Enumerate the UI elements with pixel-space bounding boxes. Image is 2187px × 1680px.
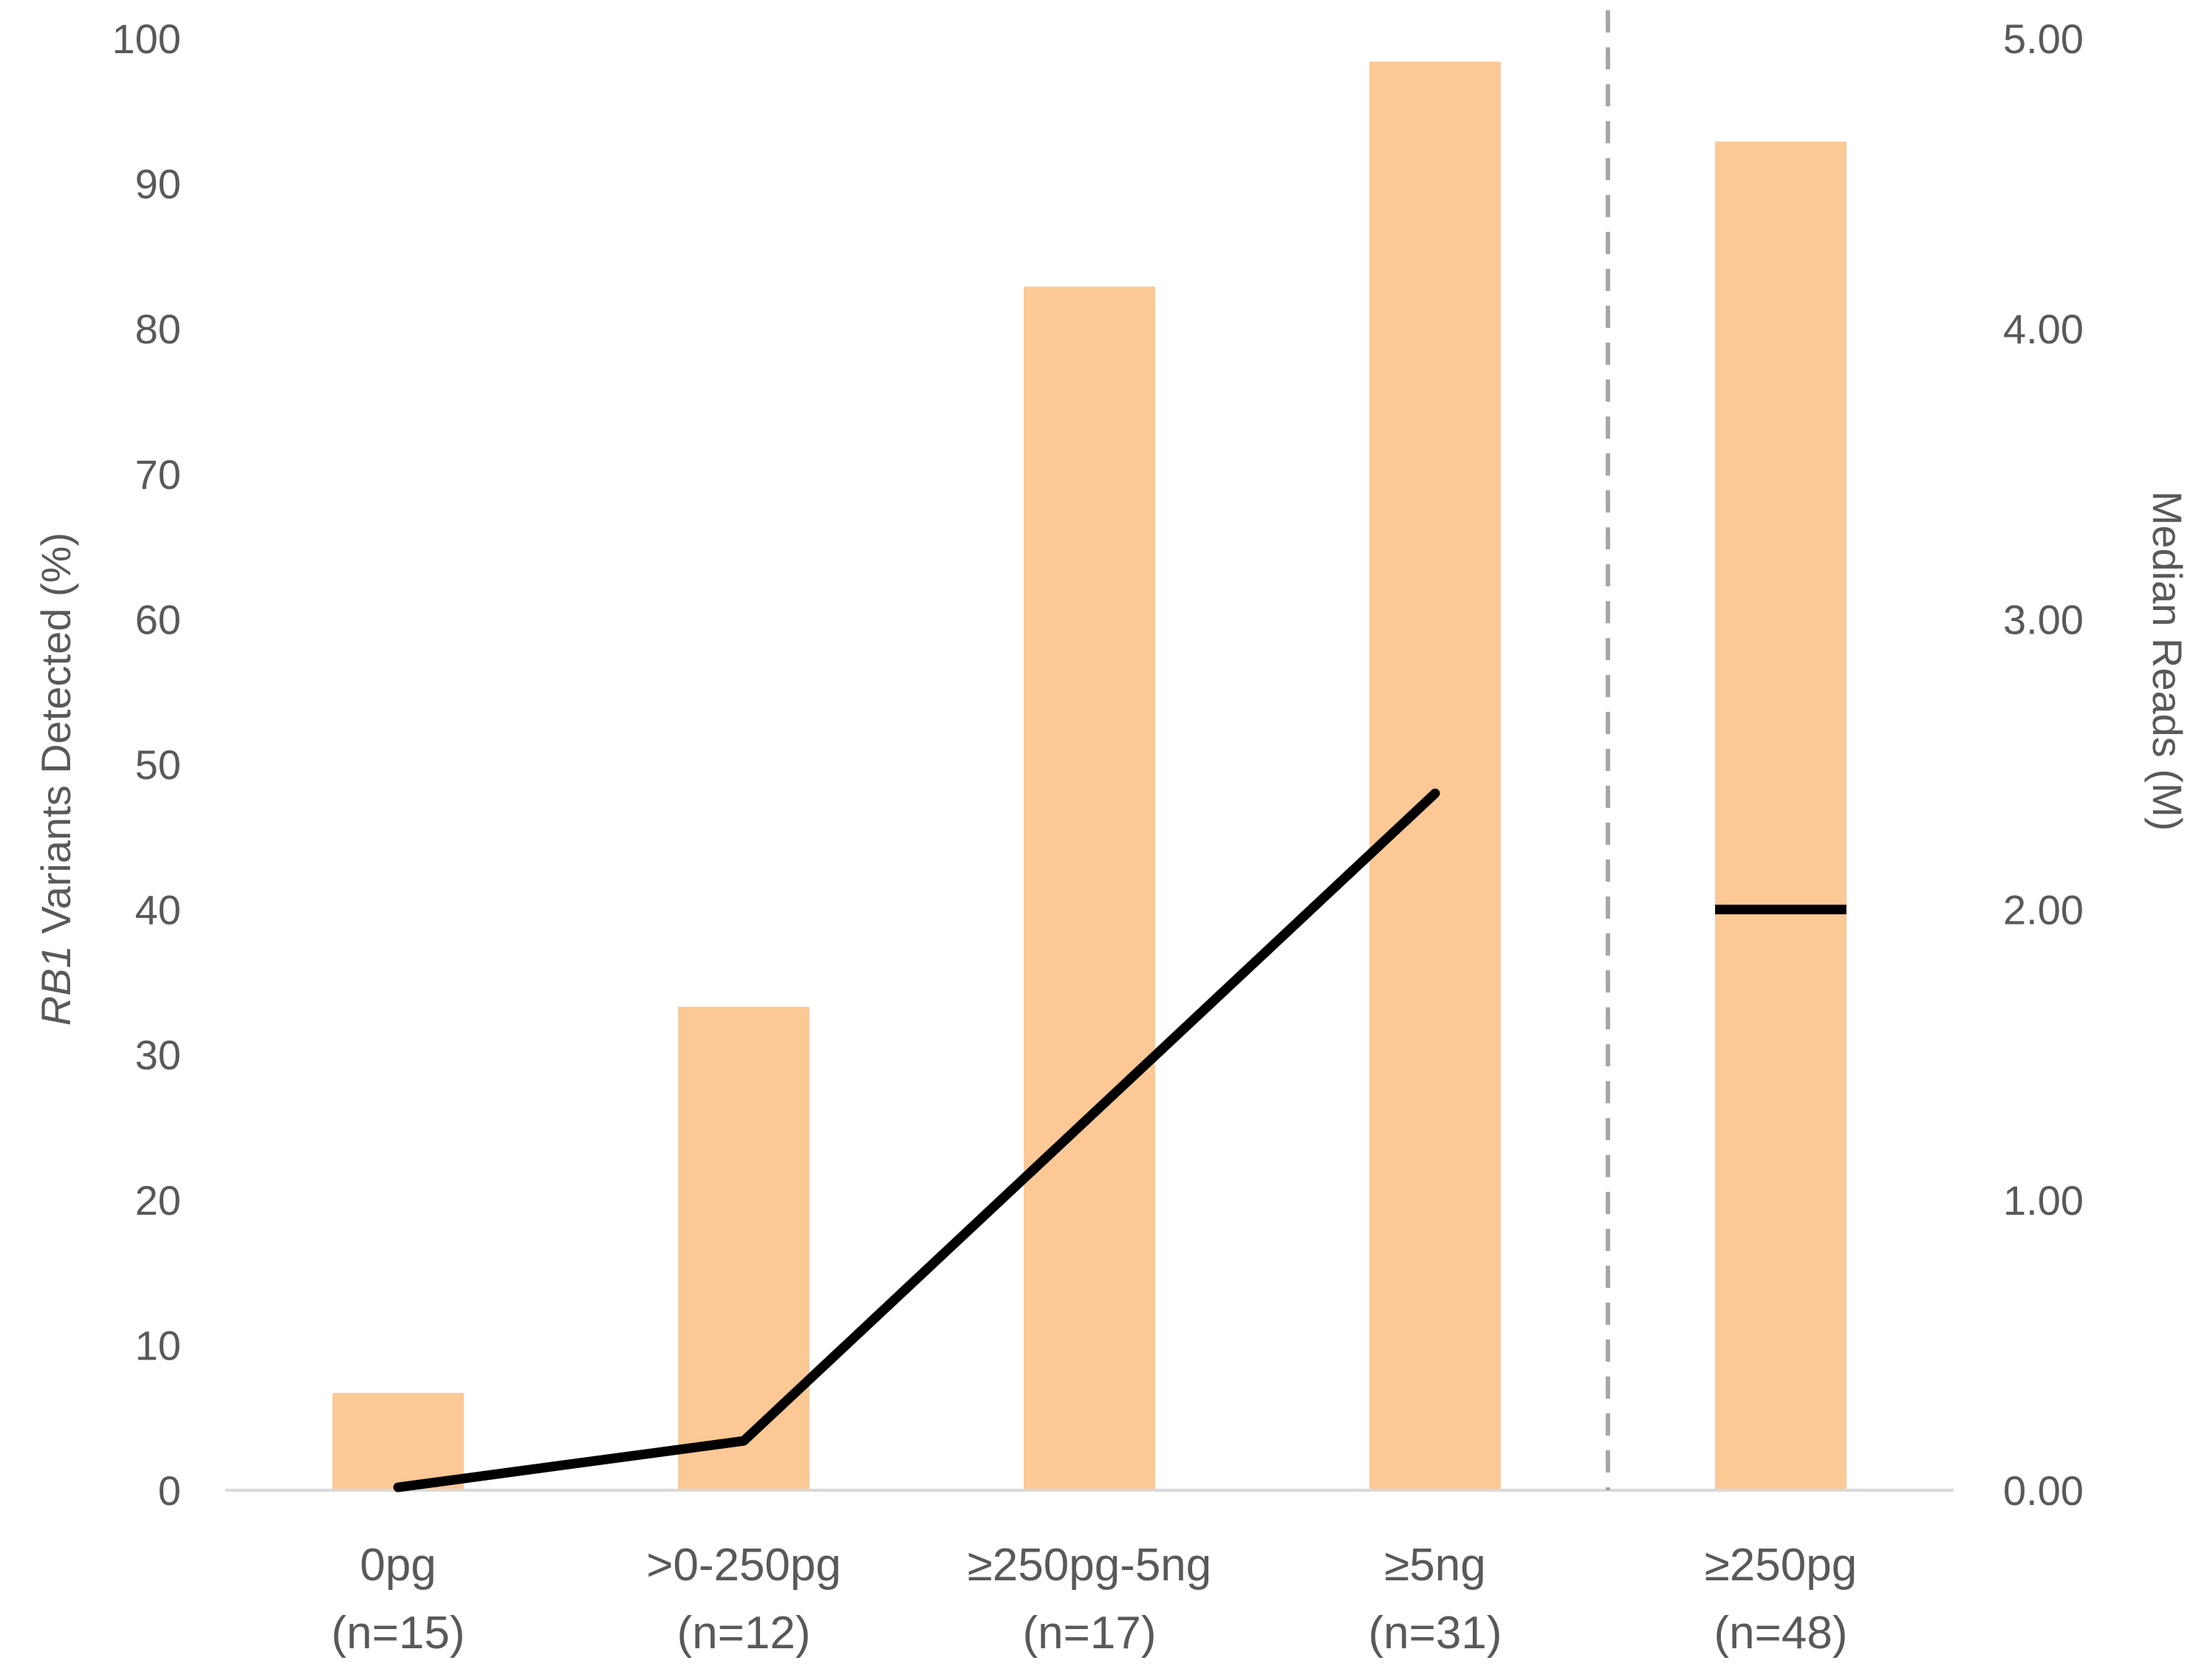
- category-label-line2: (n=12): [677, 1608, 811, 1659]
- category-label-line1: >0-250pg: [646, 1540, 841, 1591]
- left-axis-ticks: 0 10 20 30 40 50 60 70 80 90 100: [112, 16, 181, 1514]
- bar-4: [1715, 141, 1847, 1491]
- bar-1: [678, 1007, 810, 1490]
- left-tick-label: 100: [112, 16, 181, 62]
- category-label-line2: (n=15): [332, 1608, 465, 1659]
- right-tick-label: 4.00: [2003, 306, 2084, 352]
- median-reads-line: [393, 788, 1440, 1492]
- right-tick-label: 3.00: [2003, 596, 2084, 642]
- category-label-line1: ≥250pg: [1705, 1540, 1857, 1591]
- bar-3: [1369, 61, 1501, 1490]
- category-label-line1: ≥5ng: [1384, 1540, 1485, 1591]
- right-tick-label: 5.00: [2003, 16, 2084, 62]
- left-tick-label: 80: [135, 306, 181, 352]
- category-label-line2: (n=17): [1023, 1608, 1157, 1659]
- right-axis-ticks: 0.00 1.00 2.00 3.00 4.00 5.00: [2003, 16, 2084, 1514]
- left-tick-label: 0: [158, 1467, 181, 1514]
- left-tick-label: 50: [135, 741, 181, 788]
- left-tick-label: 70: [135, 451, 181, 498]
- right-tick-label: 1.00: [2003, 1177, 2084, 1224]
- left-tick-label: 60: [135, 596, 181, 642]
- right-axis-title: Median Reads (M): [2144, 491, 2187, 832]
- category-labels: 0pg (n=15) >0-250pg (n=12) ≥250pg-5ng (n=17) ≥…: [332, 1540, 1858, 1659]
- left-axis-title-rest: Variants Detected (%): [32, 532, 79, 945]
- category-label-line2: (n=31): [1369, 1608, 1502, 1659]
- bar-2: [1024, 287, 1155, 1490]
- left-tick-label: 90: [135, 161, 181, 208]
- bar-0: [332, 1393, 464, 1490]
- right-tick-label: 0.00: [2003, 1467, 2084, 1514]
- category-label-line1: 0pg: [360, 1540, 436, 1591]
- right-tick-label: 2.00: [2003, 887, 2084, 933]
- bars-group: [332, 61, 1847, 1491]
- left-axis-title: RB1 Variants Detected (%): [32, 532, 79, 1026]
- left-tick-label: 30: [135, 1032, 181, 1078]
- left-axis-title-italic: RB1: [32, 945, 79, 1026]
- left-tick-label: 20: [135, 1177, 181, 1224]
- category-label-line2: (n=48): [1714, 1608, 1848, 1659]
- left-tick-label: 40: [135, 887, 181, 933]
- category-label-line1: ≥250pg-5ng: [968, 1540, 1212, 1591]
- left-tick-label: 10: [135, 1322, 181, 1368]
